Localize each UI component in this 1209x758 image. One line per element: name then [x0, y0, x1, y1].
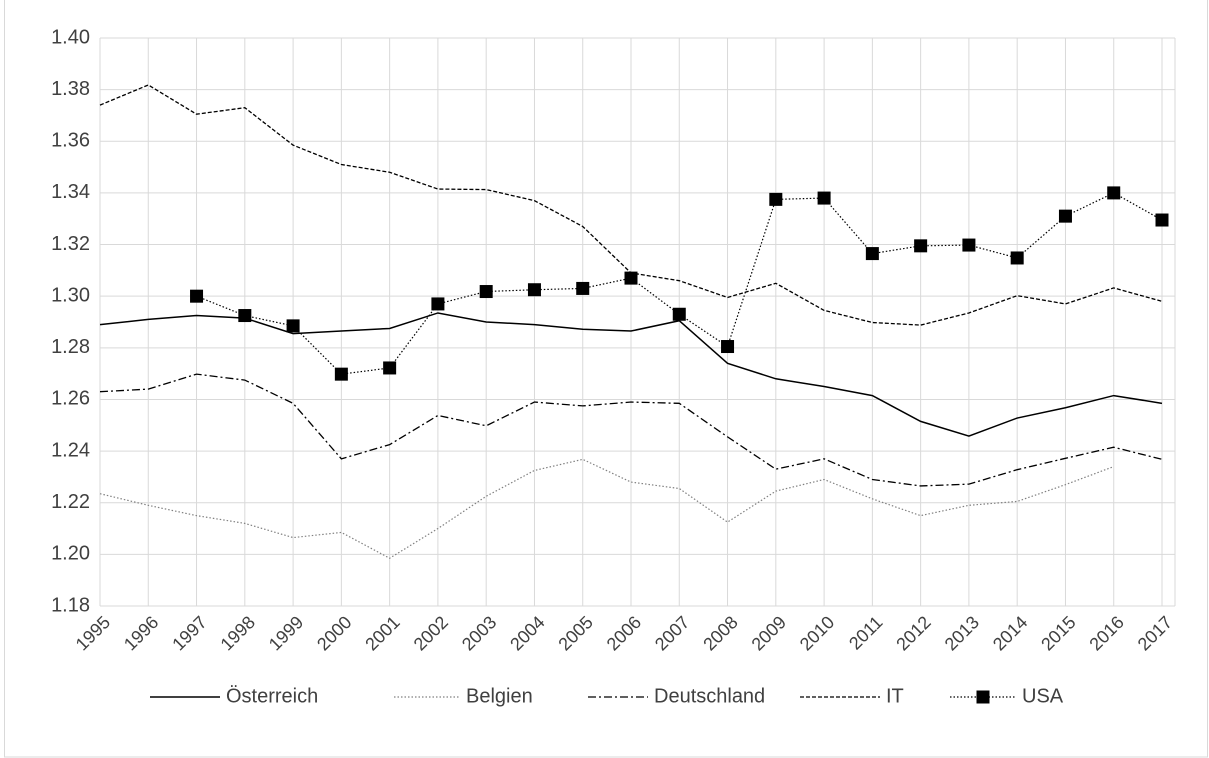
- x-tick-label: 2010: [796, 612, 838, 654]
- y-tick-label: 1.18: [51, 594, 90, 616]
- x-tick-label: 1996: [120, 612, 162, 654]
- y-tick-label: 1.38: [51, 78, 90, 100]
- marker: [672, 307, 686, 321]
- x-tick-label: 2009: [748, 612, 790, 654]
- y-tick-label: 1.36: [51, 130, 90, 152]
- marker: [1058, 209, 1072, 223]
- x-tick-label: 2013: [941, 612, 983, 654]
- legend-marker: [976, 690, 990, 704]
- marker: [479, 285, 493, 299]
- x-tick-label: 2000: [313, 612, 355, 654]
- y-tick-label: 1.30: [51, 284, 90, 306]
- marker: [527, 283, 541, 297]
- marker: [1010, 251, 1024, 265]
- y-tick-label: 1.22: [51, 491, 90, 513]
- series-line: [196, 192, 1163, 375]
- marker: [865, 247, 879, 261]
- marker: [817, 191, 831, 205]
- marker: [238, 309, 252, 323]
- x-tick-label: 2001: [361, 612, 403, 654]
- marker: [624, 271, 638, 285]
- x-tick-label: 1998: [217, 612, 259, 654]
- marker: [962, 238, 976, 252]
- series-line: [99, 312, 1163, 437]
- y-tick-label: 1.34: [51, 181, 90, 203]
- x-tick-label: 2003: [458, 612, 500, 654]
- marker: [383, 361, 397, 375]
- legend-label: USA: [1022, 685, 1064, 707]
- marker: [334, 367, 348, 381]
- x-tick-label: 2007: [651, 612, 693, 654]
- y-tick-label: 1.32: [51, 233, 90, 255]
- legend-label: Deutschland: [654, 685, 765, 707]
- x-tick-label: 2017: [1134, 612, 1176, 654]
- x-tick-label: 1999: [265, 612, 307, 654]
- x-tick-label: 1995: [72, 612, 114, 654]
- chart-border: [4, 0, 1208, 758]
- marker: [190, 289, 204, 303]
- x-tick-label: 2016: [1085, 612, 1127, 654]
- legend-label: Belgien: [466, 685, 533, 707]
- y-tick-label: 1.28: [51, 336, 90, 358]
- marker: [576, 281, 590, 295]
- x-tick-label: 2002: [410, 612, 452, 654]
- x-tick-label: 2006: [603, 612, 645, 654]
- x-tick-label: 2004: [506, 612, 548, 654]
- x-tick-label: 1997: [168, 612, 210, 654]
- x-tick-label: 2014: [989, 612, 1031, 654]
- marker: [914, 239, 928, 253]
- y-tick-label: 1.26: [51, 388, 90, 410]
- legend-label: Österreich: [226, 685, 318, 707]
- marker: [1107, 186, 1121, 200]
- marker: [431, 297, 445, 311]
- series-line: [99, 458, 1114, 559]
- marker: [1155, 213, 1169, 227]
- x-tick-label: 2011: [845, 612, 887, 654]
- y-tick-label: 1.20: [51, 543, 90, 565]
- series-line: [99, 373, 1163, 487]
- x-tick-label: 2008: [699, 612, 741, 654]
- x-tick-label: 2005: [554, 612, 596, 654]
- legend-label: IT: [886, 685, 904, 707]
- y-tick-label: 1.40: [51, 26, 90, 48]
- marker: [721, 340, 735, 354]
- marker: [286, 319, 300, 333]
- x-tick-label: 2015: [1037, 612, 1079, 654]
- x-tick-label: 2012: [892, 612, 934, 654]
- marker: [769, 192, 783, 206]
- y-tick-label: 1.24: [51, 439, 90, 461]
